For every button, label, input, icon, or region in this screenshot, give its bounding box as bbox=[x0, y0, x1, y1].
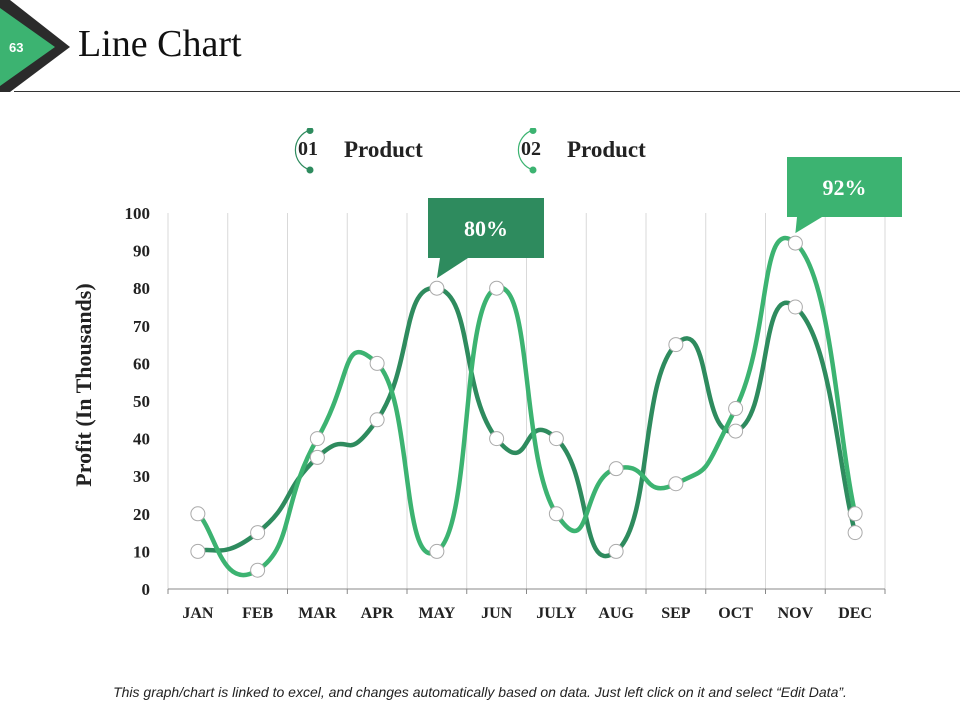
data-point-2 bbox=[847, 506, 863, 522]
data-point-2 bbox=[250, 562, 266, 578]
data-point-2 bbox=[548, 506, 564, 522]
callout-box bbox=[428, 198, 544, 279]
x-tick-label: JAN bbox=[182, 605, 214, 622]
data-point-2 bbox=[728, 401, 744, 417]
data-point-2 bbox=[309, 431, 325, 447]
x-tick-label: SEP bbox=[661, 605, 691, 622]
x-tick-label: OCT bbox=[718, 605, 753, 622]
legend-label: Product bbox=[567, 137, 646, 162]
data-point-1 bbox=[369, 412, 385, 428]
data-point-1 bbox=[548, 431, 564, 447]
y-tick-label: 90 bbox=[133, 242, 150, 261]
x-tick-label: MAY bbox=[419, 605, 456, 622]
y-tick-label: 10 bbox=[133, 542, 150, 561]
data-point-1 bbox=[668, 337, 684, 353]
data-point-2 bbox=[668, 476, 684, 492]
data-point-1 bbox=[728, 423, 744, 439]
y-tick-label: 40 bbox=[133, 430, 150, 449]
legend-item-01: 01 Product bbox=[286, 127, 423, 176]
y-tick-label: 50 bbox=[133, 392, 150, 411]
data-point-2 bbox=[429, 543, 445, 559]
slide-number-badge bbox=[0, 0, 70, 92]
x-tick-label: MAR bbox=[298, 605, 337, 622]
callout-label: 92% bbox=[823, 175, 867, 200]
data-point-1 bbox=[847, 525, 863, 541]
data-point-2 bbox=[190, 506, 206, 522]
y-tick-label: 20 bbox=[133, 505, 150, 524]
legend-arc-icon bbox=[294, 127, 314, 174]
slide-number: 63 bbox=[9, 40, 24, 55]
data-point-1 bbox=[309, 449, 325, 465]
x-tick-label: AUG bbox=[598, 605, 634, 622]
x-tick-label: APR bbox=[361, 605, 394, 622]
data-point-2 bbox=[489, 280, 505, 296]
x-tick-label: FEB bbox=[242, 605, 273, 622]
x-tick-label: NOV bbox=[778, 605, 814, 622]
data-point-1 bbox=[190, 543, 206, 559]
title-divider bbox=[14, 91, 960, 92]
footer-note: This graph/chart is linked to excel, and… bbox=[113, 684, 847, 700]
data-point-2 bbox=[369, 355, 385, 371]
x-tick-label: DEC bbox=[838, 605, 872, 622]
data-point-1 bbox=[429, 280, 445, 296]
data-point-1 bbox=[489, 431, 505, 447]
legend-item-02: 02 Product bbox=[509, 127, 646, 176]
legend-number: 01 bbox=[298, 138, 318, 160]
series-line-2 bbox=[195, 235, 858, 578]
y-tick-label: 30 bbox=[133, 467, 150, 486]
y-tick-label: 60 bbox=[133, 354, 150, 373]
line-chart: 0 10 20 30 40 50 60 70 80 90 100 JAN FEB MAR APR MAY JUN… bbox=[125, 157, 902, 622]
callout-box bbox=[787, 157, 902, 234]
callout-label: 80% bbox=[464, 216, 508, 241]
data-point-1 bbox=[787, 299, 803, 315]
y-tick-label: 70 bbox=[133, 317, 150, 336]
data-point-1 bbox=[608, 543, 624, 559]
legend-number: 02 bbox=[521, 138, 541, 160]
page-title: Line Chart bbox=[78, 23, 242, 65]
data-point-2 bbox=[608, 461, 624, 477]
y-tick-label: 100 bbox=[125, 204, 151, 223]
legend-label: Product bbox=[344, 137, 423, 162]
y-tick-label: 80 bbox=[133, 279, 150, 298]
y-tick-label: 0 bbox=[142, 580, 151, 599]
x-tick-label: JUN bbox=[481, 605, 513, 622]
legend-arc-icon bbox=[517, 127, 537, 174]
x-tick-label: JULY bbox=[536, 605, 577, 622]
data-point-2 bbox=[787, 235, 803, 251]
data-point-1 bbox=[250, 525, 266, 541]
